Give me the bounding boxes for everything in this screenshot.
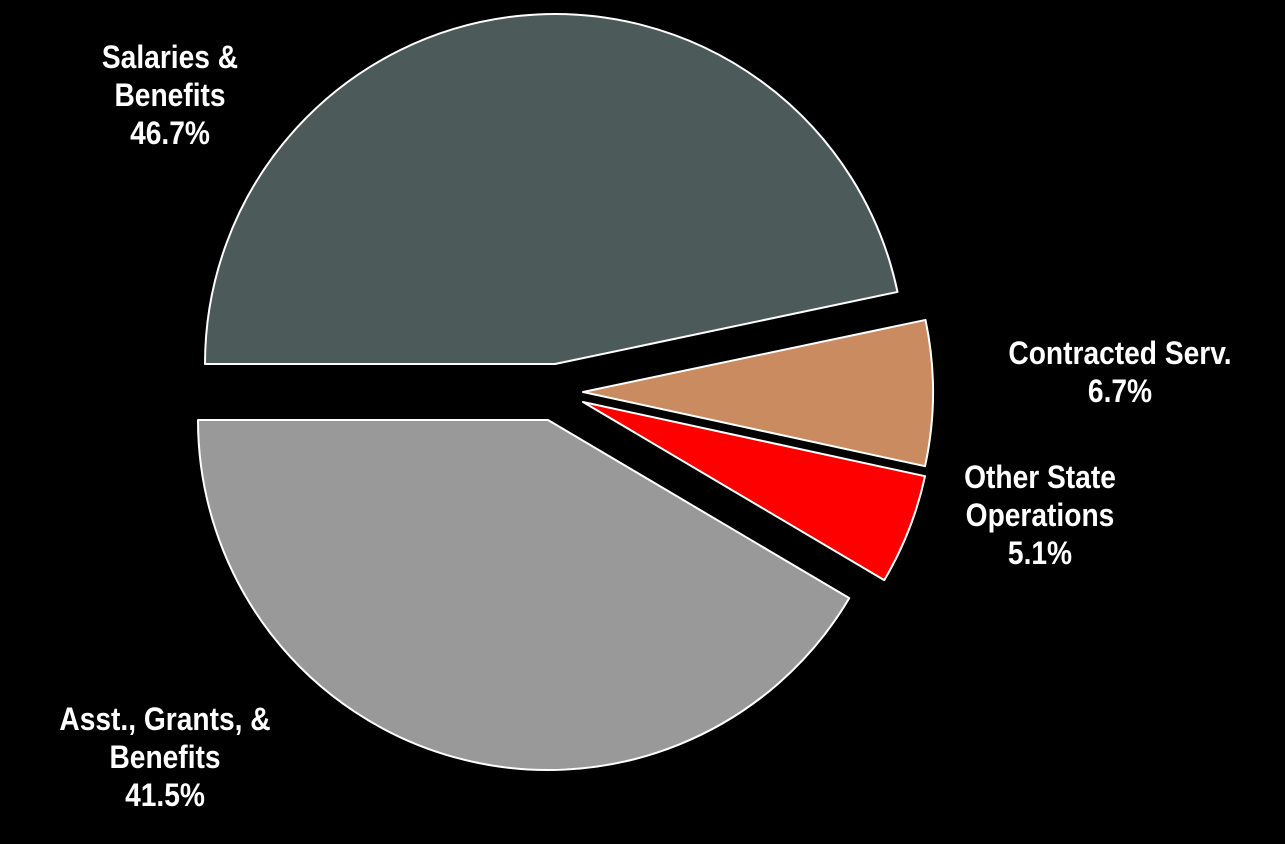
label-contracted-percent: 6.7% bbox=[1087, 373, 1153, 409]
label-asst-percent: 41.5% bbox=[125, 777, 205, 813]
label-salaries-percent: 46.7% bbox=[130, 115, 210, 151]
label-contracted-line1: Contracted Serv. bbox=[1008, 335, 1232, 371]
pie-slice-asst bbox=[197, 419, 851, 771]
pie-slices bbox=[197, 13, 934, 771]
label-asst: Asst., Grants, & Benefits 41.5% bbox=[24, 700, 306, 814]
label-asst-line2: Benefits bbox=[109, 739, 221, 775]
label-other-line1: Other State bbox=[964, 459, 1116, 495]
label-other-line2: Operations bbox=[965, 497, 1115, 533]
label-salaries-line1: Salaries & bbox=[101, 39, 239, 75]
pie-slice-salaries bbox=[204, 13, 899, 365]
label-salaries: Salaries & Benefits 46.7% bbox=[82, 38, 258, 152]
pie-slice-other bbox=[582, 401, 927, 582]
label-contracted: Contracted Serv. 6.7% bbox=[979, 334, 1261, 410]
label-salaries-line2: Benefits bbox=[114, 77, 226, 113]
label-other: Other State Operations 5.1% bbox=[939, 458, 1141, 572]
label-other-percent: 5.1% bbox=[1007, 535, 1073, 571]
label-asst-line1: Asst., Grants, & bbox=[59, 701, 271, 737]
pie-slice-contracted bbox=[582, 318, 934, 468]
